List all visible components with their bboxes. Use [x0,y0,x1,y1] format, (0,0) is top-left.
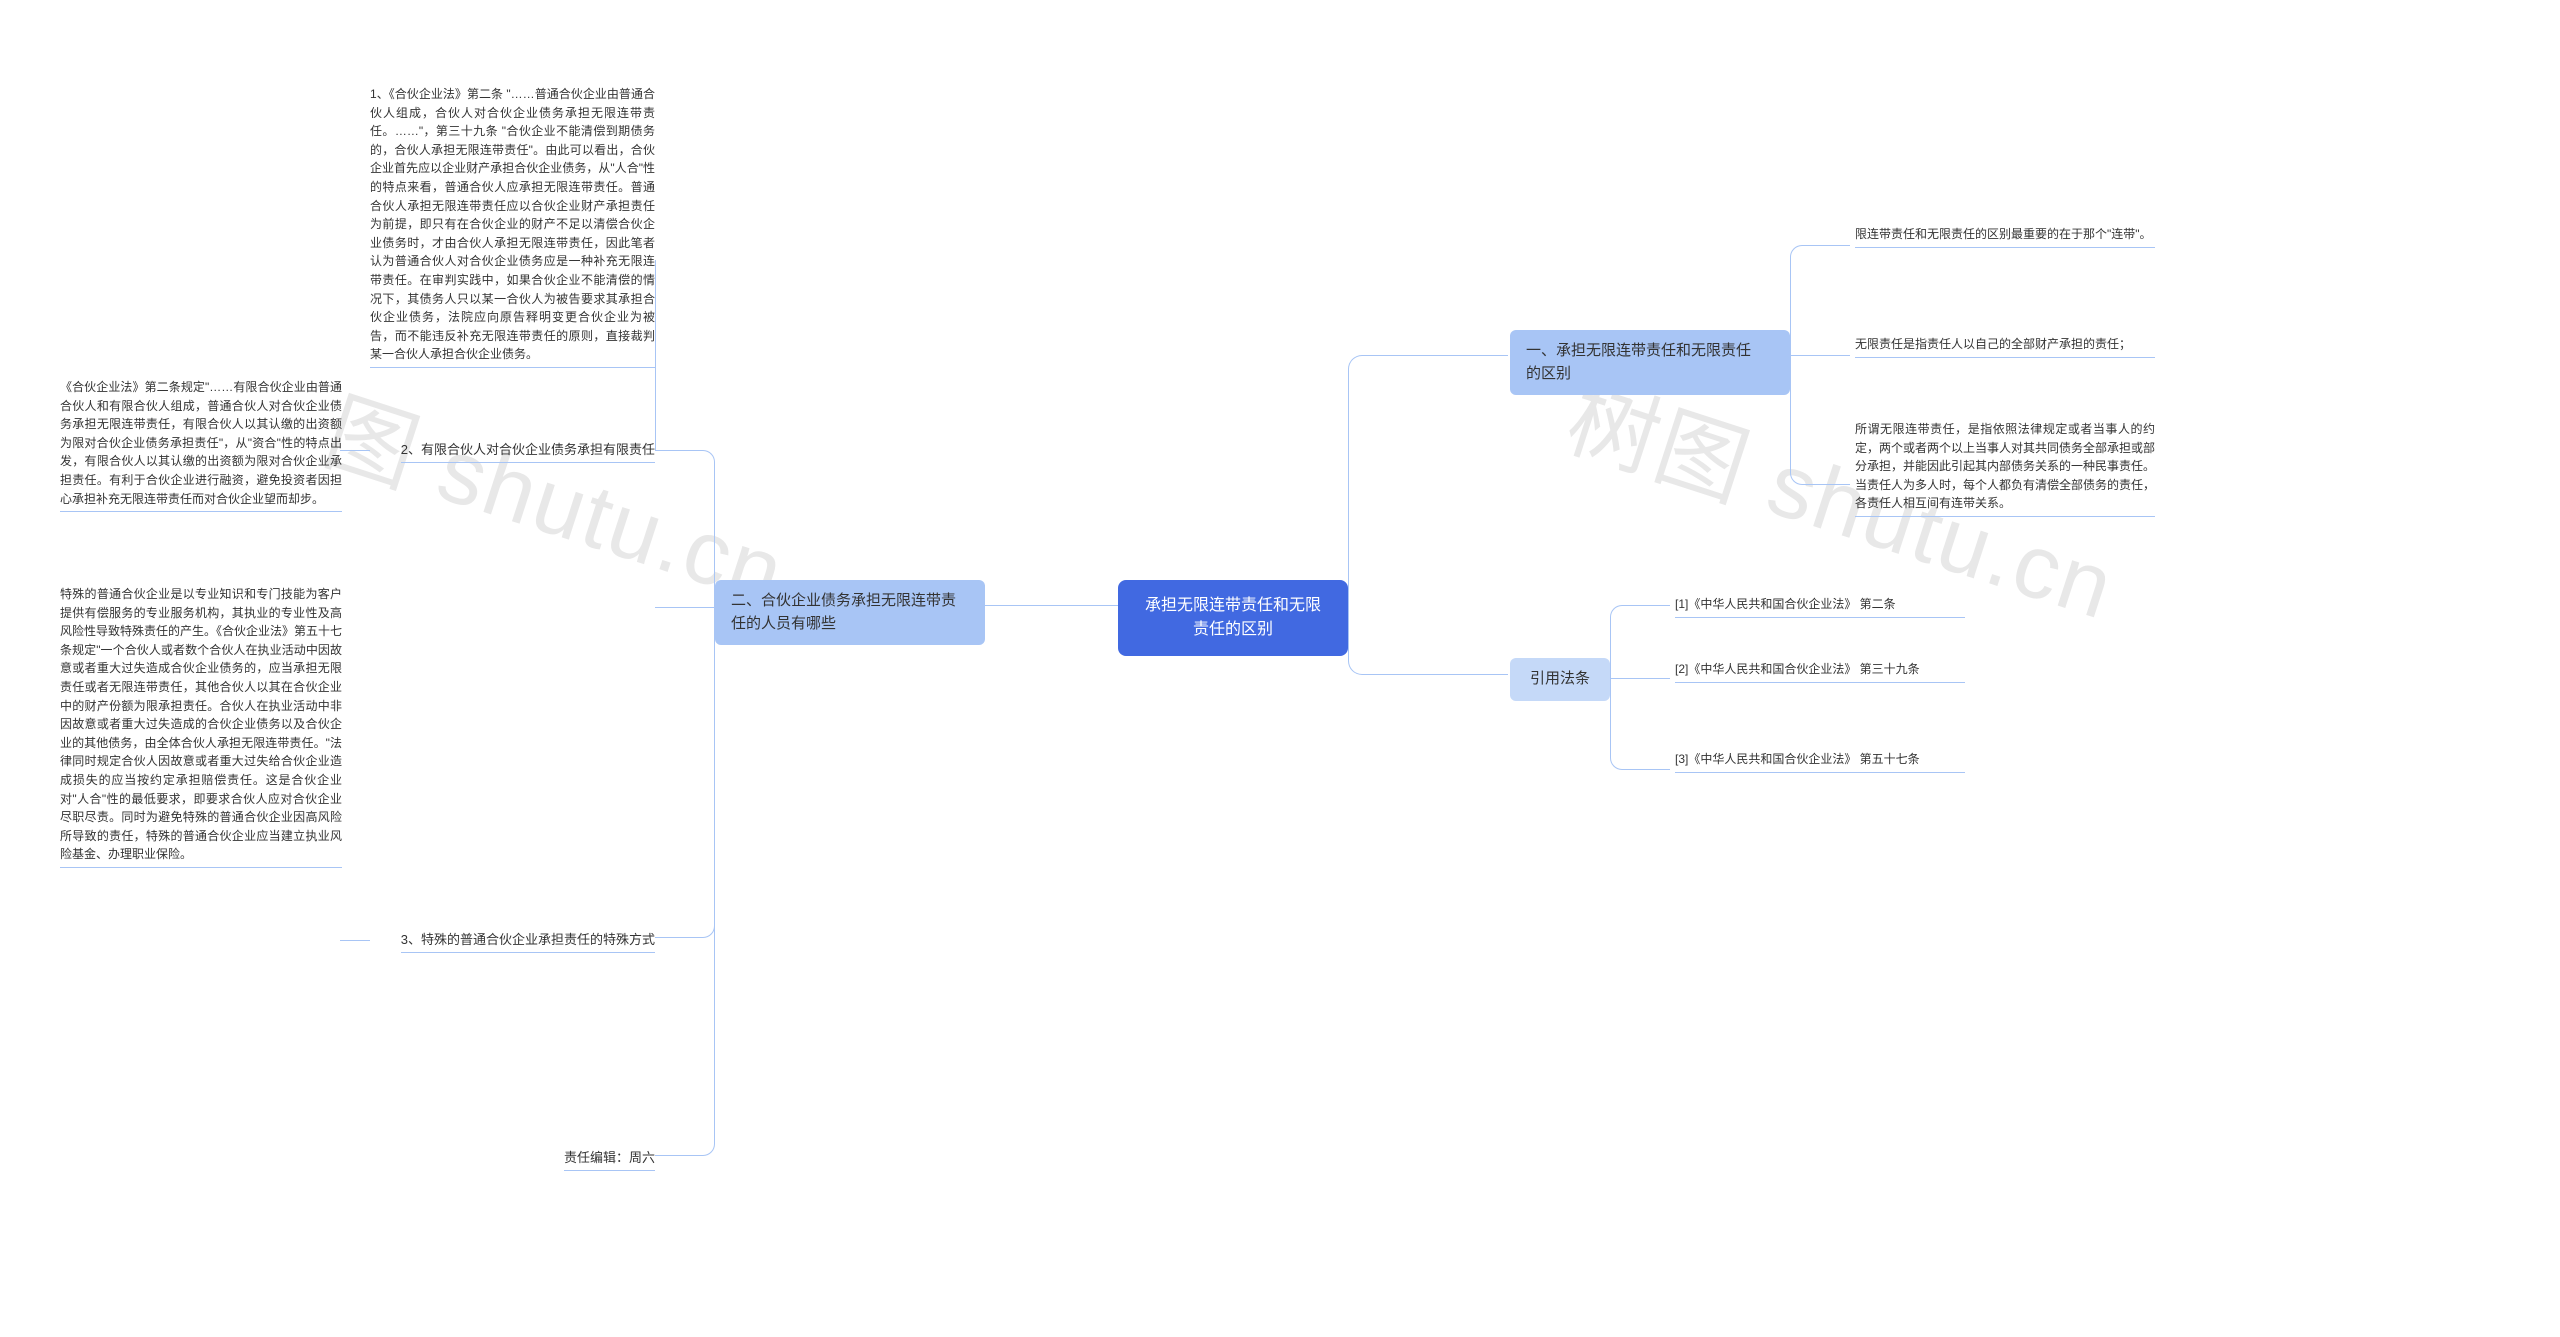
conn-lb-s4 [655,608,715,1156]
root-line1: 承担无限连带责任和无限 [1145,597,1321,614]
conn-r2-l1 [1610,605,1670,678]
sub4[interactable]: 责任编辑：周六 [370,1148,655,1171]
root-node[interactable]: 承担无限连带责任和无限 责任的区别 [1118,580,1348,656]
sub3[interactable]: 3、特殊的普通合伙企业承担责任的特殊方式 [370,930,655,953]
lb-line1: 二、合伙企业债务承担无限连带责 [731,592,956,609]
r2-label: 引用法条 [1530,670,1590,687]
r1-leaf-3: 所谓无限连带责任，是指依照法律规定或者当事人的约定，两个或者两个以上当事人对其共… [1855,420,2155,517]
conn-r1-l1 [1790,245,1850,355]
sub2[interactable]: 2、有限合伙人对合伙企业债务承担有限责任 [370,440,655,463]
r1-leaf-1: 限连带责任和无限责任的区别最重要的在于那个"连带"。 [1855,225,2155,248]
sub2-label: 2、有限合伙人对合伙企业债务承担有限责任 [401,440,655,463]
sub1-leaf: 1、《合伙企业法》第二条 "……普通合伙企业由普通合伙人组成，合伙人对合伙企业债… [370,85,655,368]
conn-root-r2 [1348,615,1508,675]
sub3-label: 3、特殊的普通合伙企业承担责任的特殊方式 [401,930,655,953]
conn-s2-leaf [340,450,370,451]
conn-r2-l3 [1610,678,1670,770]
r2-leaf-2: [2]《中华人民共和国合伙企业法》 第三十九条 [1675,660,1965,683]
conn-root-left [985,605,1118,606]
root-line2: 责任的区别 [1193,621,1273,638]
conn-r1-l3 [1790,355,1850,485]
conn-lb-s1 [655,450,715,608]
sub4-label: 责任编辑：周六 [564,1148,655,1171]
sub3-leaf: 特殊的普通合伙企业是以专业知识和专门技能为客户提供有偿服务的专业服务机构，其执业… [60,585,342,868]
r2-leaf-3: [3]《中华人民共和国合伙企业法》 第五十七条 [1675,750,1965,773]
conn-s1-anchor [655,260,656,450]
right-branch-1[interactable]: 一、承担无限连带责任和无限责任 的区别 [1510,330,1790,395]
r1-line1: 一、承担无限连带责任和无限责任 [1526,342,1751,359]
r1-leaf-2: 无限责任是指责任人以自己的全部财产承担的责任； [1855,335,2155,358]
left-branch[interactable]: 二、合伙企业债务承担无限连带责 任的人员有哪些 [715,580,985,645]
right-branch-2[interactable]: 引用法条 [1510,658,1610,701]
conn-s3-leaf [340,940,370,941]
conn-root-r1 [1348,355,1508,615]
sub2-leaf: 《合伙企业法》第二条规定"……有限合伙企业由普通合伙人和有限合伙人组成，普通合伙… [60,378,342,512]
r1-line2: 的区别 [1526,365,1571,382]
r2-leaf-1: [1]《中华人民共和国合伙企业法》 第二条 [1675,595,1965,618]
lb-line2: 任的人员有哪些 [731,615,836,632]
